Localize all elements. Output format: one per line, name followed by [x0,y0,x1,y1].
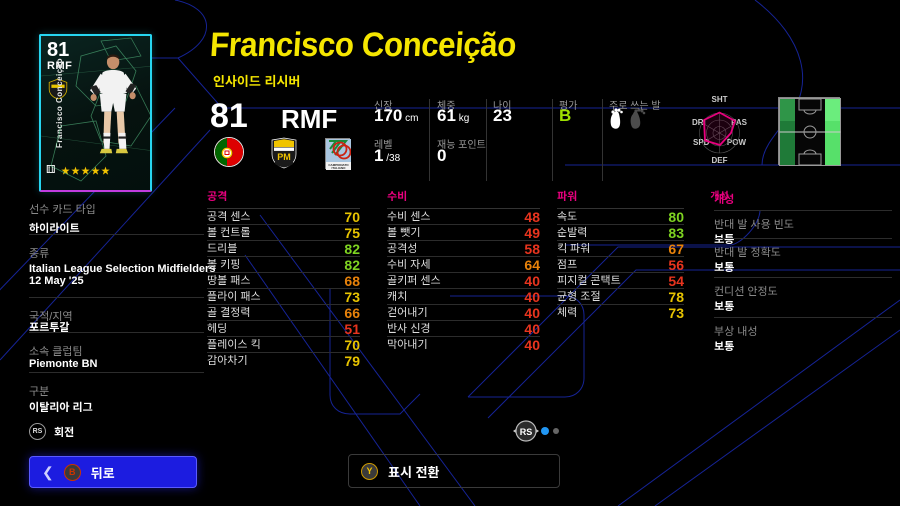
svg-text:RS: RS [520,427,533,437]
svg-text:POW: POW [727,138,747,147]
svg-text:DEF: DEF [712,156,728,165]
svg-text:PM: PM [277,152,291,162]
svg-text:SHT: SHT [712,95,728,104]
svg-text:ITALIANO: ITALIANO [332,166,347,170]
